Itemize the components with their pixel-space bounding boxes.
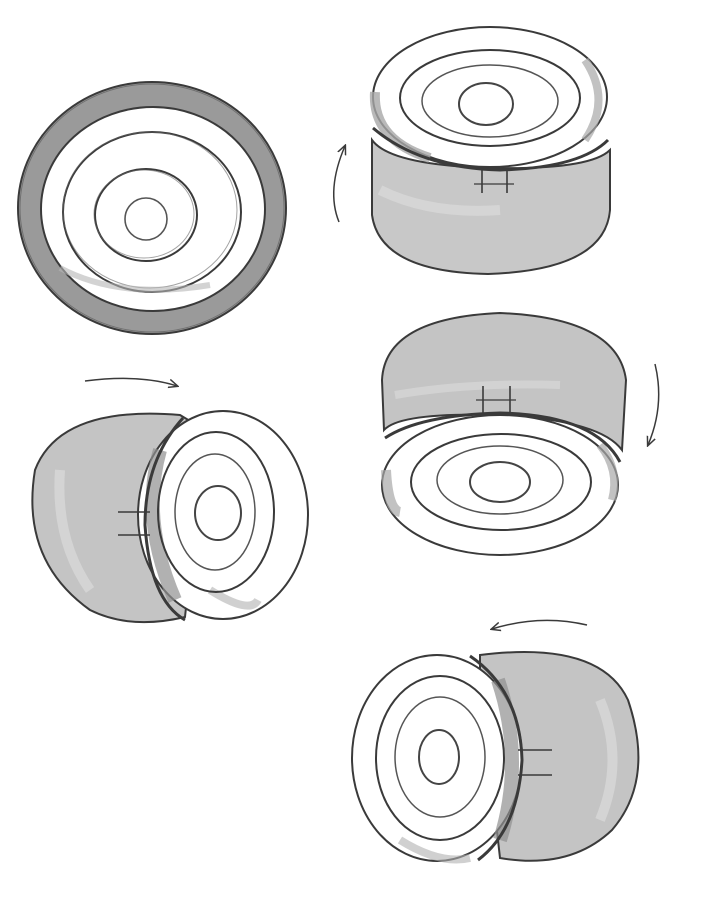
arrow-left-icon	[492, 619, 588, 629]
curved-arrow-down-icon	[648, 363, 660, 445]
tilt-up-figure	[333, 26, 611, 276]
turn-left-figure	[351, 619, 640, 864]
top-view-figure	[17, 81, 287, 335]
curved-arrow-up-icon	[333, 146, 345, 223]
tilt-down-figure	[380, 311, 660, 556]
turn-right-figure	[31, 377, 309, 624]
arrow-right-icon	[84, 377, 177, 386]
